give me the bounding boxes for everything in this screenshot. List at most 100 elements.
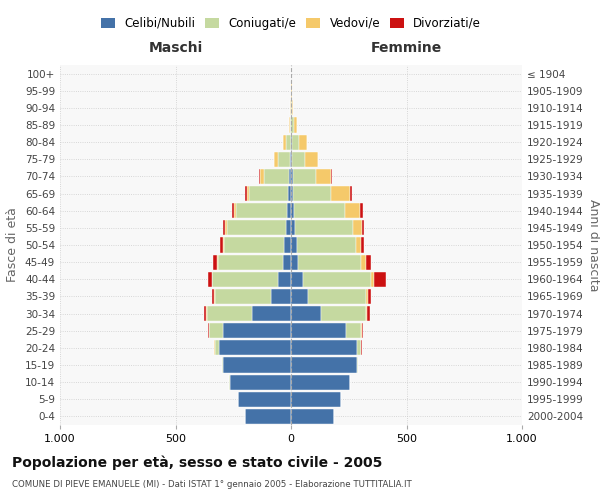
Bar (252, 306, 291, 321)
Bar (297, 238, 356, 252)
Y-axis label: Fasce di età: Fasce di età (7, 208, 19, 282)
Bar (220, 340, 291, 355)
Bar (356, 238, 361, 252)
Bar (331, 169, 332, 184)
Bar (291, 323, 346, 338)
Bar (299, 134, 307, 150)
Bar (284, 238, 291, 252)
Bar (245, 409, 291, 424)
Bar (291, 152, 292, 167)
Bar (208, 323, 209, 338)
Bar (291, 358, 357, 372)
Bar (292, 134, 299, 150)
Bar (209, 323, 223, 338)
Bar (247, 186, 249, 201)
Bar (290, 152, 291, 167)
Bar (223, 323, 291, 338)
Bar (289, 169, 291, 184)
Bar (331, 186, 350, 201)
Bar (291, 289, 308, 304)
Bar (291, 306, 321, 321)
Bar (362, 323, 363, 338)
Bar (260, 169, 265, 184)
Bar (292, 118, 294, 132)
Y-axis label: Anni di nascita: Anni di nascita (587, 198, 600, 291)
Bar (368, 289, 371, 304)
Bar (278, 272, 291, 287)
Bar (360, 203, 362, 218)
Bar (353, 220, 362, 236)
Bar (204, 306, 206, 321)
Bar (225, 220, 227, 236)
Bar (215, 289, 271, 304)
Bar (350, 186, 352, 201)
Bar (291, 203, 295, 218)
Bar (286, 220, 291, 236)
Bar (357, 358, 358, 372)
Bar (217, 254, 218, 270)
Bar (290, 118, 291, 132)
Bar (346, 323, 361, 338)
Bar (291, 134, 292, 150)
Bar (265, 169, 289, 184)
Bar (321, 306, 366, 321)
Bar (212, 272, 278, 287)
Bar (278, 152, 290, 167)
Bar (215, 340, 220, 355)
Text: COMUNE DI PIEVE EMANUELE (MI) - Dati ISTAT 1° gennaio 2005 - Elaborazione TUTTIT: COMUNE DI PIEVE EMANUELE (MI) - Dati IST… (12, 480, 412, 489)
Bar (283, 134, 286, 150)
Bar (291, 220, 295, 236)
Bar (295, 203, 345, 218)
Bar (295, 220, 353, 236)
Bar (220, 238, 223, 252)
Bar (294, 118, 297, 132)
Bar (249, 186, 288, 201)
Text: Popolazione per età, sesso e stato civile - 2005: Popolazione per età, sesso e stato civil… (12, 455, 382, 469)
Bar (238, 392, 291, 407)
Bar (227, 220, 286, 236)
Bar (234, 203, 236, 218)
Bar (213, 254, 217, 270)
Bar (222, 358, 223, 372)
Bar (362, 220, 364, 236)
Bar (361, 254, 366, 270)
Bar (291, 169, 293, 184)
Bar (245, 186, 247, 201)
Bar (291, 100, 292, 116)
Bar (218, 254, 283, 270)
Bar (292, 152, 305, 167)
Bar (366, 254, 371, 270)
Bar (293, 186, 331, 201)
Bar (357, 340, 361, 355)
Bar (302, 272, 371, 287)
Bar (371, 272, 374, 287)
Bar (291, 340, 357, 355)
Bar (361, 238, 364, 252)
Bar (224, 238, 284, 252)
Bar (271, 289, 291, 304)
Bar (345, 203, 360, 218)
Text: Maschi: Maschi (148, 40, 203, 54)
Bar (316, 169, 331, 184)
Bar (366, 289, 368, 304)
Bar (230, 374, 291, 390)
Text: Femmine: Femmine (371, 40, 442, 54)
Bar (286, 134, 290, 150)
Bar (283, 254, 291, 270)
Bar (223, 358, 291, 372)
Bar (374, 272, 386, 287)
Bar (292, 100, 293, 116)
Bar (212, 289, 214, 304)
Bar (308, 289, 366, 304)
Bar (291, 272, 302, 287)
Bar (287, 203, 291, 218)
Bar (291, 254, 298, 270)
Bar (288, 186, 291, 201)
Bar (274, 152, 278, 167)
Bar (291, 409, 334, 424)
Bar (291, 392, 341, 407)
Bar (208, 272, 212, 287)
Bar (367, 306, 370, 321)
Bar (291, 238, 297, 252)
Bar (293, 169, 316, 184)
